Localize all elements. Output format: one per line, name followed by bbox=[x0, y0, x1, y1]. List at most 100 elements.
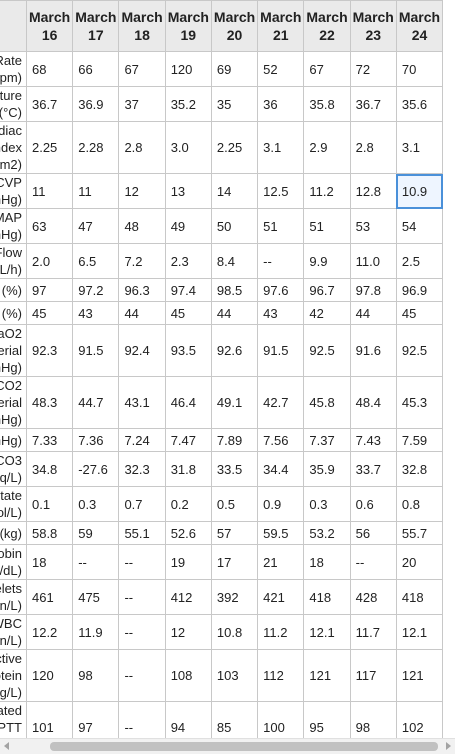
table-cell[interactable]: -27.6 bbox=[72, 451, 120, 487]
table-cell[interactable]: 58.8 bbox=[25, 521, 74, 545]
table-cell[interactable]: -- bbox=[72, 544, 120, 580]
table-cell[interactable]: 91.5 bbox=[257, 324, 305, 377]
table-cell[interactable]: 418 bbox=[303, 579, 351, 615]
table-cell[interactable]: -- bbox=[118, 614, 166, 650]
table-cell[interactable]: 48 bbox=[118, 208, 166, 244]
table-cell[interactable]: 11.0 bbox=[349, 243, 397, 279]
table-cell[interactable]: 49.1 bbox=[210, 376, 259, 429]
table-cell[interactable]: 121 bbox=[395, 649, 444, 702]
table-cell[interactable]: 97.4 bbox=[164, 278, 212, 302]
table-cell[interactable]: 35.8 bbox=[303, 86, 351, 122]
table-cell[interactable]: 13 bbox=[164, 173, 212, 209]
table-cell[interactable]: 7.24 bbox=[118, 428, 166, 452]
table-cell[interactable]: 43.1 bbox=[118, 376, 166, 429]
table-cell[interactable]: 0.6 bbox=[349, 486, 397, 522]
table-cell[interactable]: 48.4 bbox=[349, 376, 397, 429]
table-cell[interactable]: 33.5 bbox=[210, 451, 259, 487]
table-cell[interactable]: 92.5 bbox=[395, 324, 444, 377]
column-header-date[interactable]: March 16 bbox=[25, 0, 74, 52]
column-header-date[interactable]: March 23 bbox=[349, 0, 397, 52]
table-cell[interactable]: 7.37 bbox=[303, 428, 351, 452]
table-cell[interactable]: 2.3 bbox=[164, 243, 212, 279]
column-header-date[interactable]: March 18 bbox=[118, 0, 166, 52]
table-cell[interactable]: 45.8 bbox=[303, 376, 351, 429]
table-cell[interactable]: 3.0 bbox=[164, 121, 212, 174]
table-cell[interactable]: 44.7 bbox=[72, 376, 120, 429]
table-cell[interactable]: 51 bbox=[303, 208, 351, 244]
table-cell[interactable]: 93.5 bbox=[164, 324, 212, 377]
table-cell[interactable]: 120 bbox=[164, 51, 212, 87]
table-cell[interactable]: 96.7 bbox=[303, 278, 351, 302]
table-cell[interactable]: 100 bbox=[257, 701, 305, 738]
table-cell[interactable]: 2.28 bbox=[72, 121, 120, 174]
table-cell[interactable]: 19 bbox=[164, 544, 212, 580]
table-cell[interactable]: 121 bbox=[303, 649, 351, 702]
scroll-left-arrow-icon[interactable] bbox=[4, 742, 9, 750]
column-header-date[interactable]: March 21 bbox=[257, 0, 305, 52]
table-cell[interactable]: 34.8 bbox=[25, 451, 74, 487]
table-viewport[interactable]: Vitals March 16 March 17 March 18 March … bbox=[0, 0, 455, 738]
table-cell[interactable]: 12.2 bbox=[25, 614, 74, 650]
table-cell[interactable]: 120 bbox=[25, 649, 74, 702]
table-cell[interactable]: 11 bbox=[25, 173, 74, 209]
table-cell[interactable]: 108 bbox=[164, 649, 212, 702]
table-cell[interactable]: 92.3 bbox=[25, 324, 74, 377]
table-cell[interactable]: 421 bbox=[257, 579, 305, 615]
table-cell[interactable]: 45 bbox=[164, 301, 212, 325]
column-header-date[interactable]: March 19 bbox=[164, 0, 212, 52]
table-cell[interactable]: 117 bbox=[349, 649, 397, 702]
table-cell[interactable]: 101 bbox=[25, 701, 74, 738]
table-cell[interactable]: 45 bbox=[25, 301, 74, 325]
table-cell[interactable]: 7.36 bbox=[72, 428, 120, 452]
table-cell[interactable]: 0.1 bbox=[25, 486, 74, 522]
table-cell[interactable]: 52 bbox=[257, 51, 305, 87]
table-cell[interactable]: 70 bbox=[395, 51, 444, 87]
table-cell[interactable]: 95 bbox=[303, 701, 351, 738]
table-cell[interactable]: 12.1 bbox=[395, 614, 444, 650]
table-cell[interactable]: 42.7 bbox=[257, 376, 305, 429]
table-cell[interactable]: 20 bbox=[395, 544, 444, 580]
table-cell[interactable]: 102 bbox=[395, 701, 444, 738]
table-cell[interactable]: 0.5 bbox=[210, 486, 259, 522]
table-cell[interactable]: 59.5 bbox=[257, 521, 305, 545]
table-cell[interactable]: 44 bbox=[210, 301, 259, 325]
table-cell[interactable]: 53.2 bbox=[303, 521, 351, 545]
table-cell[interactable]: 11.2 bbox=[303, 173, 351, 209]
table-cell[interactable]: 12 bbox=[164, 614, 212, 650]
table-cell[interactable]: 35 bbox=[210, 86, 259, 122]
table-cell[interactable]: 7.89 bbox=[210, 428, 259, 452]
table-cell[interactable]: 12.5 bbox=[257, 173, 305, 209]
table-cell[interactable]: 0.9 bbox=[257, 486, 305, 522]
table-cell[interactable]: 10.8 bbox=[210, 614, 259, 650]
table-cell[interactable]: 12.8 bbox=[349, 173, 397, 209]
selected-cell[interactable]: 10.9 bbox=[395, 173, 444, 209]
table-cell[interactable]: 46.4 bbox=[164, 376, 212, 429]
table-cell[interactable]: 9.9 bbox=[303, 243, 351, 279]
table-cell[interactable]: 103 bbox=[210, 649, 259, 702]
table-cell[interactable]: 21 bbox=[257, 544, 305, 580]
table-cell[interactable]: 11 bbox=[72, 173, 120, 209]
table-cell[interactable]: 44 bbox=[349, 301, 397, 325]
table-cell[interactable]: 48.3 bbox=[25, 376, 74, 429]
table-cell[interactable]: 91.5 bbox=[72, 324, 120, 377]
table-cell[interactable]: 7.59 bbox=[395, 428, 444, 452]
table-cell[interactable]: 2.25 bbox=[25, 121, 74, 174]
table-cell[interactable]: 0.3 bbox=[72, 486, 120, 522]
table-cell[interactable]: 51 bbox=[257, 208, 305, 244]
table-cell[interactable]: 98 bbox=[349, 701, 397, 738]
table-cell[interactable]: 0.3 bbox=[303, 486, 351, 522]
table-cell[interactable]: 36.7 bbox=[349, 86, 397, 122]
table-cell[interactable]: 2.25 bbox=[210, 121, 259, 174]
table-cell[interactable]: 11.7 bbox=[349, 614, 397, 650]
horizontal-scrollbar[interactable] bbox=[0, 738, 455, 754]
table-cell[interactable]: 7.56 bbox=[257, 428, 305, 452]
table-cell[interactable]: 2.9 bbox=[303, 121, 351, 174]
table-cell[interactable]: 6.5 bbox=[72, 243, 120, 279]
table-cell[interactable]: 54 bbox=[395, 208, 444, 244]
column-header-vitals[interactable]: Vitals bbox=[0, 0, 27, 52]
table-cell[interactable]: 45.3 bbox=[395, 376, 444, 429]
table-cell[interactable]: 428 bbox=[349, 579, 397, 615]
table-cell[interactable]: 11.9 bbox=[72, 614, 120, 650]
table-cell[interactable]: 35.6 bbox=[395, 86, 444, 122]
column-header-date[interactable]: March 20 bbox=[210, 0, 259, 52]
